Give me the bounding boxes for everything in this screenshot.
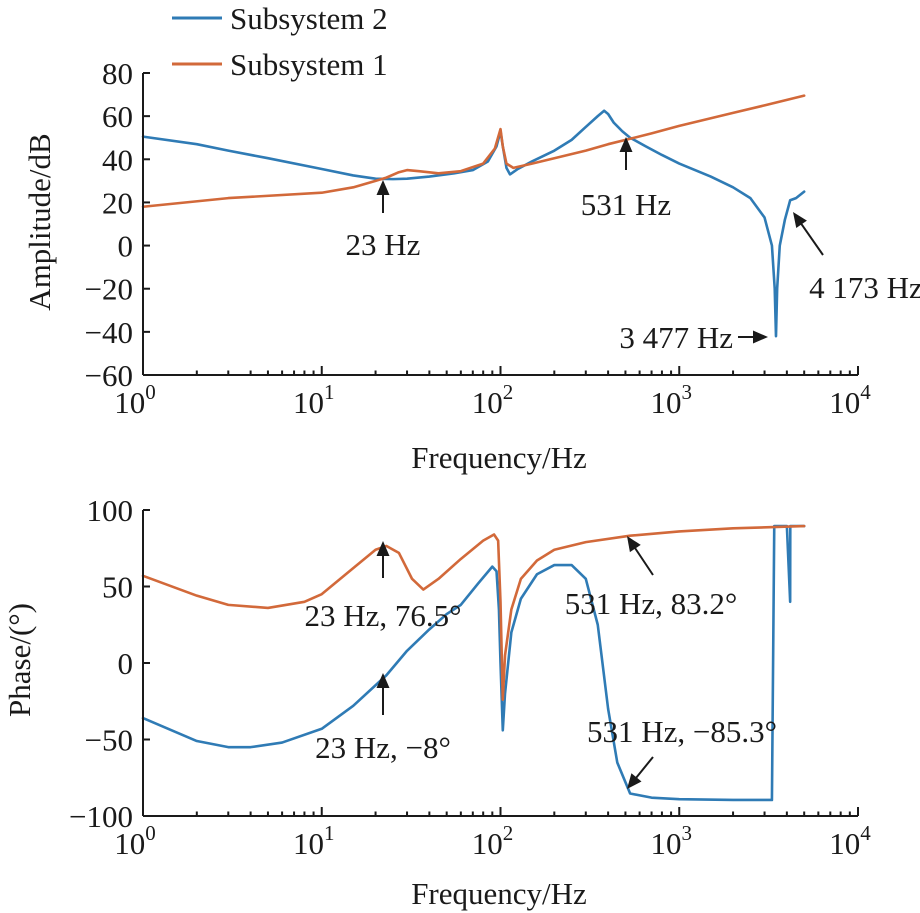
annotation-arrow-shaft [632,545,654,576]
amplitude-x-tick-label: 100 [114,380,156,420]
amplitude-y-tick-label: 20 [102,185,133,220]
phase-x-tick-label: 103 [651,821,693,861]
annotation-arrow-shaft [633,756,654,781]
amplitude-series-subsystem-2 [141,109,806,338]
amplitude-x-tick-base: 10 [829,385,860,420]
amplitude-x-tick-base: 10 [114,385,145,420]
amplitude-y-tick-label: −40 [85,315,133,350]
amplitude-x-tick-base: 10 [651,385,682,420]
amplitude-y-tick-label: 0 [118,229,134,264]
phase-x-tick-base: 10 [293,826,324,861]
amplitude-series-subsystem-1 [141,94,806,209]
annotation-arrow-head [793,212,807,229]
amplitude-x-tick-exp: 1 [324,380,335,404]
phase-x-tick-label: 102 [472,821,514,861]
amplitude-x-tick-base: 10 [472,385,503,420]
amplitude-annotation: 4 173 Hz [793,212,920,305]
phase-annotation: 23 Hz, −8° [315,673,451,765]
phase-series-subsystem-1 [141,524,806,702]
phase-annotation-label: 23 Hz, 76.5° [304,598,461,633]
phase-x-tick-exp: 2 [503,821,514,845]
amplitude-x-tick-label: 101 [293,380,335,420]
amplitude-annotation: 3 477 Hz [619,320,768,355]
amplitude-annotation-label: 3 477 Hz [619,320,733,355]
legend-label-subsystem-1: Subsystem 1 [230,47,388,82]
amplitude-y-tick-label: 80 [102,56,133,91]
amplitude-x-tick-exp: 4 [860,380,871,404]
amplitude-x-tick-exp: 3 [682,380,693,404]
annotation-arrow-head [753,330,768,344]
annotation-arrow-head [627,773,642,789]
annotation-arrow-head [619,137,633,152]
phase-x-tick-label: 101 [293,821,335,861]
phase-x-tick-label: 104 [829,821,871,861]
phase-annotation: 531 Hz, 83.2° [565,536,738,621]
amplitude-y-tick-label: −20 [85,272,133,307]
phase-annotation-label: 531 Hz, 83.2° [565,586,738,621]
amplitude-x-tick-label: 103 [651,380,693,420]
phase-annotation-label: 23 Hz, −8° [315,730,451,765]
amplitude-y-tick-label: −60 [85,358,133,393]
phase-x-tick-exp: 4 [860,821,871,845]
annotation-arrow-head [376,180,390,195]
phase-plot: 23 Hz, 76.5° 531 Hz, 83.2° 23 Hz, −8° 531 H… [2,493,871,911]
annotation-arrow-shaft [799,221,824,256]
amplitude-x-tick-exp: 2 [503,380,514,404]
phase-x-tick-base: 10 [114,826,145,861]
phase-x-tick-exp: 1 [324,821,335,845]
phase-x-tick-exp: 3 [682,821,693,845]
annotation-arrow-head [376,673,390,688]
phase-y-tick-label: 50 [102,570,133,605]
annotation-arrow-head [627,536,641,553]
phase-annotation: 23 Hz, 76.5° [304,541,462,633]
amplitude-x-tick-exp: 0 [145,380,156,404]
phase-y-tick-label: −100 [69,799,133,834]
phase-y-axis-label: Phase/(°) [2,603,37,717]
phase-x-axis-label: Frequency/Hz [411,876,587,911]
phase-y-tick-label: 100 [87,493,134,528]
annotation-arrow-head [376,541,390,556]
phase-y-tick-label: 0 [118,646,134,681]
legend: Subsystem 2 Subsystem 1 [172,1,388,82]
phase-series-subsystem-2 [141,524,806,802]
phase-annotation-label: 531 Hz, −85.3° [587,714,777,749]
phase-x-tick-base: 10 [829,826,860,861]
amplitude-annotation: 531 Hz [581,137,671,222]
amplitude-y-axis-label: Amplitude/dB [22,133,57,310]
phase-annotation: 531 Hz, −85.3° [587,714,777,789]
amplitude-annotation-label: 23 Hz [346,227,421,262]
amplitude-x-tick-base: 10 [293,385,324,420]
phase-x-tick-base: 10 [651,826,682,861]
amplitude-annotation-label: 531 Hz [581,187,671,222]
phase-x-tick-exp: 0 [145,821,156,845]
phase-x-tick-label: 100 [114,821,156,861]
phase-x-tick-base: 10 [472,826,503,861]
amplitude-x-axis-label: Frequency/Hz [411,440,587,475]
amplitude-y-tick-label: 60 [102,99,133,134]
amplitude-x-tick-label: 102 [472,380,514,420]
amplitude-x-tick-label: 104 [829,380,871,420]
phase-y-tick-label: −50 [85,723,133,758]
amplitude-annotation: 23 Hz [346,180,421,262]
legend-label-subsystem-2: Subsystem 2 [230,1,388,36]
amplitude-y-tick-label: 40 [102,142,133,177]
amplitude-annotation-label: 4 173 Hz [809,270,920,305]
